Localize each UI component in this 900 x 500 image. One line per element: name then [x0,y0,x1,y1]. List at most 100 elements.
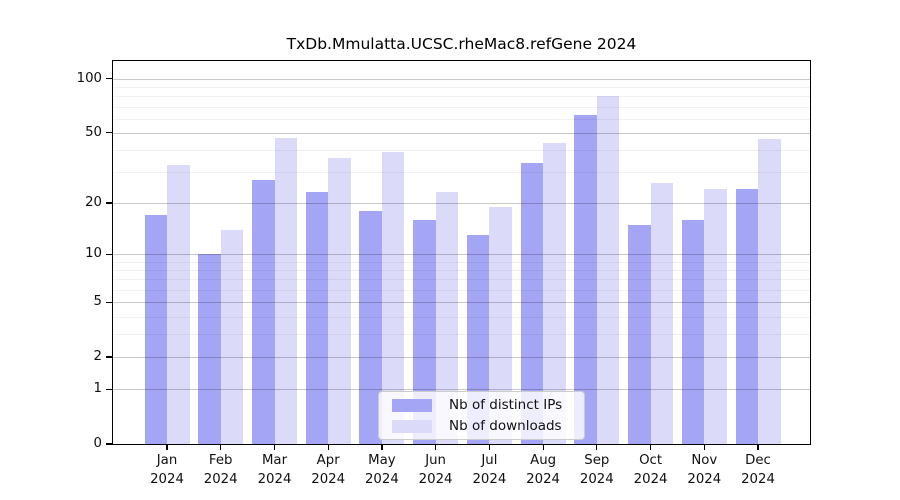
legend-swatch-downloads [392,419,432,433]
gridline-major [113,254,810,256]
x-tick-year: 2024 [257,471,292,487]
gridline-major [113,203,810,204]
y-tick-label: 50 [85,124,102,140]
x-tick-mark [166,445,168,450]
x-tick-label: Aug 2024 [512,452,574,489]
y-tick-mark [106,78,113,80]
bar-downloads [758,139,781,444]
bar-downloads [543,142,566,444]
chart-title: TxDb.Mmulatta.UCSC.rheMac8.refGene 2024 [286,35,637,53]
y-tick-label: 100 [76,70,102,86]
bar-distinct-ips [305,192,329,444]
x-tick-year: 2024 [418,471,453,487]
x-tick-mark [435,445,437,450]
x-tick-year: 2024 [579,471,614,487]
x-tick-mark [220,445,222,450]
bar-downloads [328,158,351,444]
y-tick-mark [106,443,113,445]
x-tick-year: 2024 [741,471,775,487]
x-tick-month: May [368,453,396,468]
y-tick-mark [106,253,113,255]
x-tick-month: Aug [530,453,557,468]
x-tick-year: 2024 [311,471,346,487]
y-tick-label: 1 [93,381,102,397]
y-tick-label: 20 [85,195,102,210]
bar-downloads [704,189,727,444]
y-tick-label: 10 [85,246,102,262]
x-tick-year: 2024 [633,471,668,487]
x-tick-label: Nov 2024 [673,452,735,489]
bar-downloads [596,96,620,444]
gridline-major [113,132,810,134]
gridline-minor [113,316,810,318]
x-tick-month: Sep [584,453,610,468]
x-tick-mark [381,445,383,450]
x-tick-mark [488,445,491,450]
y-tick-mark [106,388,113,390]
x-tick-mark [650,445,652,450]
legend-item-distinct-ips: Nb of distinct IPs [392,397,584,414]
bar-downloads [220,229,244,444]
bar-distinct-ips [520,162,544,444]
bar-downloads [489,206,512,444]
y-tick-label: 5 [93,294,102,310]
legend-item-downloads: Nb of downloads [392,418,584,435]
x-tick-month: Mar [261,453,288,468]
y-tick-label: 2 [93,349,102,364]
y-tick-mark [106,132,113,134]
bar-downloads [274,137,297,444]
x-tick-year: 2024 [364,471,399,487]
gridline-minor [113,172,810,174]
bar-distinct-ips [252,180,275,444]
gridline-minor [113,86,810,88]
bar-distinct-ips [144,215,167,444]
bar-distinct-ips [735,189,758,444]
bar-distinct-ips [413,219,436,444]
x-tick-month: Nov [691,453,718,468]
gridline-minor [113,279,810,281]
x-tick-label: May 2024 [351,452,413,489]
x-tick-year: 2024 [687,471,722,487]
x-tick-year: 2024 [526,471,561,487]
legend-label-distinct-ips: Nb of distinct IPs [449,397,563,413]
gridline-minor [113,106,810,108]
legend-label-downloads: Nb of downloads [449,418,562,434]
x-tick-mark [273,445,276,450]
x-tick-year: 2024 [472,471,507,487]
x-tick-year: 2024 [150,471,184,487]
bar-distinct-ips [681,219,705,444]
gridline-major [113,389,810,391]
x-tick-month: Apr [316,453,340,468]
x-tick-mark [703,445,705,450]
gridline-minor [113,270,810,271]
gridline-minor [113,261,810,263]
x-tick-label: Jan 2024 [136,452,198,489]
legend: Nb of distinct IPs Nb of downloads [378,391,585,440]
gridline-minor [113,334,810,336]
bar-distinct-ips [628,224,651,444]
x-tick-month: Oct [639,453,663,468]
legend-swatch-distinct-ips [392,398,432,412]
x-tick-label: Mar 2024 [244,452,306,489]
x-tick-month: Feb [208,453,233,468]
x-tick-mark [757,445,759,450]
x-tick-label: Jul 2024 [458,452,520,489]
x-tick-mark [327,445,329,450]
gridline-minor [113,118,810,120]
bar-distinct-ips [574,114,597,444]
gridline-major [113,357,810,358]
bar-distinct-ips [359,210,382,444]
gridline-major [113,302,810,304]
y-tick-mark [106,202,113,204]
plot-area: Nb of distinct IPs Nb of downloads [112,60,811,445]
x-tick-month: Dec [745,453,771,468]
y-tick-mark [106,301,113,303]
x-tick-label: Feb 2024 [190,452,252,489]
x-tick-month: Jun [425,453,446,468]
x-tick-label: Dec 2024 [727,452,789,489]
gridline-major [113,78,810,80]
x-tick-month: Jan [156,453,178,468]
x-tick-label: Jun 2024 [405,452,467,489]
x-tick-mark [596,445,598,450]
